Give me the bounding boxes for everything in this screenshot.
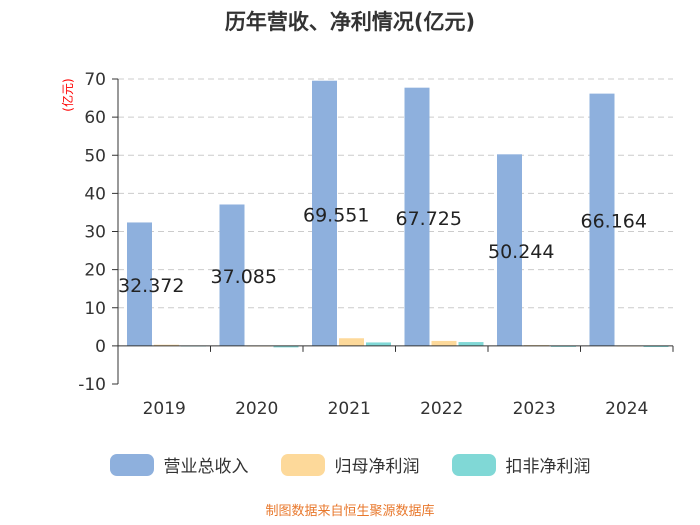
bar-net-profit[interactable] <box>431 340 457 346</box>
x-tick-label: 2021 <box>328 399 371 419</box>
data-label: 69.551 <box>303 204 369 226</box>
y-tick-label: 30 <box>84 223 106 243</box>
data-label: 66.164 <box>581 211 647 233</box>
bar-revenue[interactable] <box>497 154 522 346</box>
legend-item-deducted-profit[interactable]: 扣非净利润 <box>451 452 591 477</box>
x-tick-label: 2023 <box>513 399 556 419</box>
legend-swatch-deducted-profit <box>451 453 496 476</box>
y-tick-label: 10 <box>84 299 106 319</box>
y-tick-label: 70 <box>84 70 106 90</box>
legend-item-revenue[interactable]: 营业总收入 <box>109 452 249 477</box>
legend-swatch-net-profit <box>280 453 325 476</box>
bar-revenue[interactable] <box>312 80 337 346</box>
y-tick-label: 40 <box>84 184 106 204</box>
legend-label-net-profit: 归母净利润 <box>334 457 420 477</box>
y-tick-label: -10 <box>78 375 106 395</box>
legend-label-revenue: 营业总收入 <box>163 457 249 477</box>
bar-revenue[interactable] <box>589 93 615 346</box>
y-tick-label: 50 <box>84 146 106 166</box>
data-label: 32.372 <box>118 275 184 297</box>
x-tick-label: 2020 <box>235 399 278 419</box>
bar-deducted-profit[interactable] <box>643 345 669 348</box>
bar-revenue[interactable] <box>219 204 245 346</box>
axes: -10 0 10 20 30 40 50 60 70 2019 2020 2021 2022 2023 20… <box>78 70 674 419</box>
y-tick-label: 0 <box>95 337 106 357</box>
x-tick-label: 2022 <box>420 399 463 419</box>
legend-label-deducted-profit: 扣非净利润 <box>505 457 591 477</box>
bar-net-profit[interactable] <box>154 344 179 346</box>
bar-deducted-profit[interactable] <box>273 345 299 348</box>
bar-deducted-profit[interactable] <box>458 342 484 346</box>
data-label: 37.085 <box>211 266 277 288</box>
source-note: 制图数据来自恒生聚源数据库 <box>265 504 435 519</box>
x-tick-label: 2024 <box>605 399 648 419</box>
data-labels: 32.372 37.085 69.551 67.725 50.244 66.164 <box>118 204 647 297</box>
legend-item-net-profit[interactable]: 归母净利润 <box>280 452 420 477</box>
chart-title: 历年营收、净利情况(亿元) <box>224 10 476 34</box>
bar-net-profit[interactable] <box>339 338 364 346</box>
legend: 营业总收入 归母净利润 扣非净利润 <box>0 452 700 477</box>
bar-group <box>127 80 669 348</box>
bar-revenue[interactable] <box>127 222 152 346</box>
x-tick-label: 2019 <box>143 399 186 419</box>
y-tick-label: 60 <box>84 108 106 128</box>
data-label: 67.725 <box>396 208 462 230</box>
grid-lines <box>118 78 673 309</box>
data-label: 50.244 <box>488 241 554 263</box>
y-tick-label: 20 <box>84 261 106 281</box>
bar-revenue[interactable] <box>404 87 430 346</box>
legend-swatch-revenue <box>109 453 154 476</box>
y-axis-label: (亿元) <box>60 78 75 111</box>
bar-deducted-profit[interactable] <box>366 342 391 346</box>
